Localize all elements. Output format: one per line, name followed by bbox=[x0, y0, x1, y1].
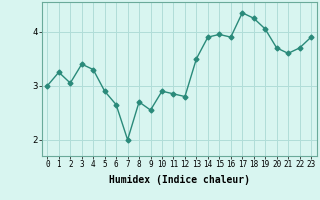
X-axis label: Humidex (Indice chaleur): Humidex (Indice chaleur) bbox=[109, 175, 250, 185]
